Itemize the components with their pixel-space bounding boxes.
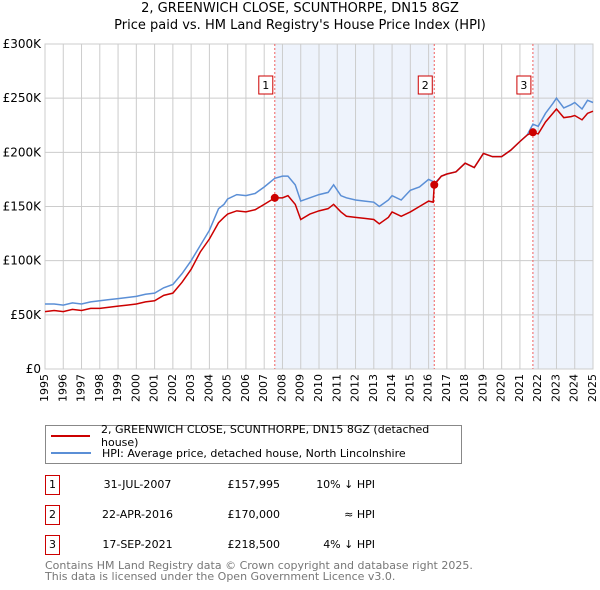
- plot-border: [44, 43, 594, 370]
- footer: Contains HM Land Registry data © Crown c…: [45, 560, 473, 582]
- sale-marker-box: 2: [45, 505, 60, 525]
- x-tick-label: 2009: [294, 374, 307, 402]
- sale-marker-box: 3: [45, 535, 60, 555]
- sale-hpi-diff: 10% ↓ HPI: [316, 478, 375, 491]
- x-tick-label: 1996: [56, 374, 69, 402]
- sale-hpi-diff: ≈ HPI: [344, 508, 375, 521]
- x-tick-label: 2007: [257, 374, 270, 402]
- sale-point: [528, 128, 537, 137]
- sale-label-box: [258, 75, 274, 95]
- x-tick-label: 2006: [239, 374, 252, 402]
- sale-point: [270, 193, 279, 202]
- x-tick-label: 2017: [440, 374, 453, 402]
- x-tick-label: 2003: [184, 374, 197, 402]
- x-tick-label: 1998: [93, 374, 106, 402]
- legend: 2, GREENWICH CLOSE, SCUNTHORPE, DN15 8GZ…: [45, 423, 462, 464]
- legend-swatch-property: [51, 435, 90, 437]
- sale-date: 22-APR-2016: [101, 508, 174, 521]
- y-tick-label: £250K: [3, 91, 43, 105]
- x-tick-label: 2019: [476, 374, 489, 402]
- x-tick-label: 2012: [349, 374, 362, 402]
- x-tick-label: 1999: [111, 374, 124, 402]
- x-tick-label: 2016: [422, 374, 435, 402]
- sale-label: 2: [422, 79, 429, 92]
- x-tick-label: 2008: [275, 374, 288, 402]
- sales-row: 2 22-APR-2016 £170,000 ≈ HPI: [45, 505, 445, 525]
- x-tick-label: 2005: [221, 374, 234, 402]
- sales-row: 1 31-JUL-2007 £157,995 10% ↓ HPI: [45, 475, 445, 495]
- sale-price: £170,000: [227, 508, 281, 521]
- sale-label: 3: [520, 79, 527, 92]
- sale-date: 31-JUL-2007: [103, 478, 172, 491]
- footer-line-1: Contains HM Land Registry data © Crown c…: [45, 559, 473, 572]
- x-tick-label: 2021: [513, 374, 526, 402]
- x-tick-label: 1995: [38, 374, 51, 402]
- x-tick-label: 1997: [75, 374, 88, 402]
- chart-subtitle: Price paid vs. HM Land Registry's House …: [114, 18, 486, 33]
- y-tick-label: £0: [26, 362, 41, 376]
- x-tick-label: 2025: [586, 374, 599, 402]
- x-tick-label: 2023: [549, 374, 562, 402]
- x-tick-label: 2015: [403, 374, 416, 402]
- chart-title: 2, GREENWICH CLOSE, SCUNTHORPE, DN15 8GZ: [141, 1, 459, 16]
- y-tick-label: £50K: [10, 308, 42, 322]
- y-tick-label: £200K: [3, 145, 43, 159]
- x-tick-label: 2004: [202, 374, 215, 402]
- plot-area: 1995 1996 1997 1998 1999 2000 2001 2002 2003 2004…: [3, 37, 599, 402]
- sale-point: [430, 180, 439, 189]
- legend-swatch-hpi: [51, 452, 91, 454]
- sales-row: 3 17-SEP-2021 £218,500 4% ↓ HPI: [45, 535, 445, 555]
- sale-hpi-diff: 4% ↓ HPI: [323, 538, 375, 551]
- legend-label-property: 2, GREENWICH CLOSE, SCUNTHORPE, DN15 8GZ…: [101, 423, 430, 449]
- y-tick-label: £150K: [3, 200, 43, 214]
- sale-marker-box: 1: [45, 475, 60, 495]
- y-tick-label: £100K: [3, 254, 43, 268]
- sale-label: 1: [262, 79, 269, 92]
- x-tick-label: 2011: [330, 374, 343, 402]
- x-tick-label: 2000: [129, 374, 142, 402]
- x-tick-label: 2024: [568, 374, 581, 402]
- x-tick-label: 2022: [531, 374, 544, 402]
- sale-label-box: [516, 75, 532, 95]
- x-tick-label: 2014: [385, 374, 398, 402]
- sale-label-box: [417, 75, 433, 95]
- y-tick-label: £300K: [3, 37, 43, 51]
- x-tick-label: 2002: [166, 374, 179, 402]
- footer-line-2: This data is licensed under the Open Gov…: [45, 570, 396, 583]
- sale-date: 17-SEP-2021: [102, 538, 173, 551]
- x-tick-label: 2018: [458, 374, 471, 402]
- legend-label-hpi: HPI: Average price, detached house, Nort…: [102, 446, 406, 460]
- x-tick-label: 2001: [148, 374, 161, 402]
- x-tick-label: 2020: [495, 374, 508, 402]
- sale-price: £218,500: [227, 538, 281, 551]
- sale-price: £157,995: [227, 478, 281, 491]
- x-tick-label: 2013: [367, 374, 380, 402]
- property-price-line: [44, 107, 594, 313]
- x-tick-label: 2010: [312, 374, 325, 402]
